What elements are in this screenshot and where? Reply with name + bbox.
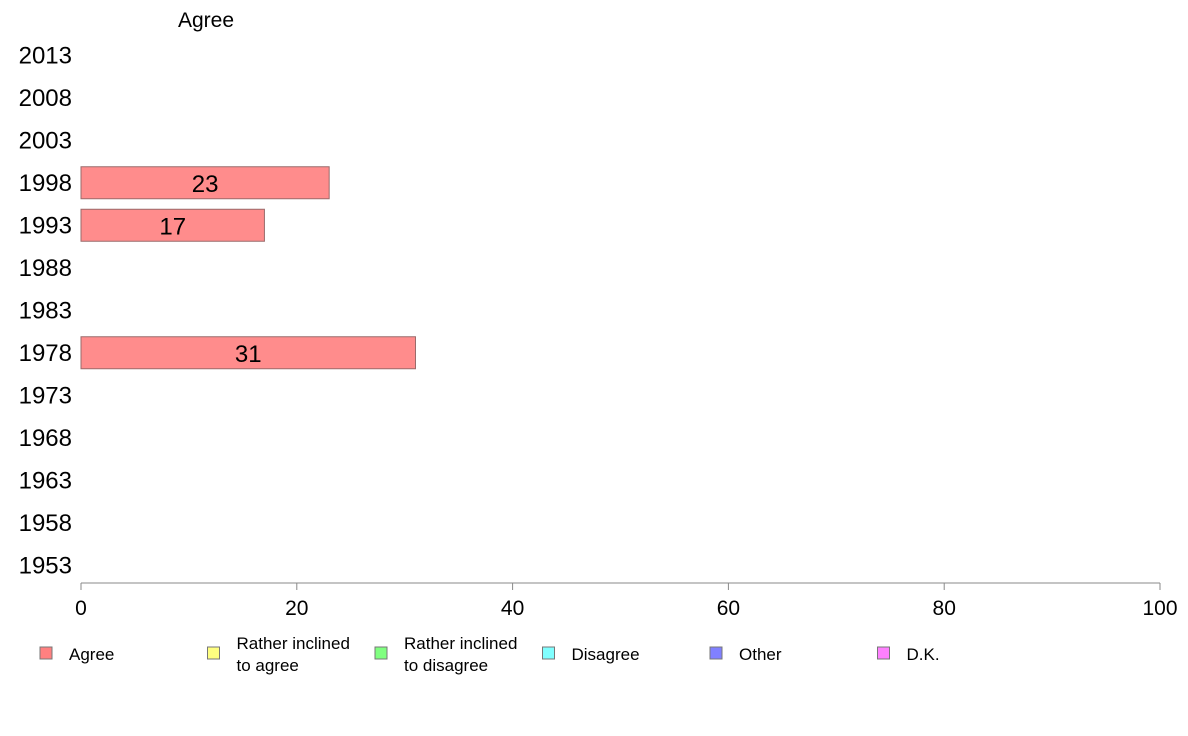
legend-label: D.K. xyxy=(907,645,940,664)
y-tick-label: 1953 xyxy=(19,552,72,579)
bar xyxy=(80,208,265,242)
legend: Agree Rather inclined to agree Rather incli… xyxy=(39,634,940,675)
legend-label: Other xyxy=(739,645,782,664)
y-tick-label: 2013 xyxy=(19,42,72,69)
y-tick-label: 2003 xyxy=(19,127,72,154)
x-tick-label: 40 xyxy=(501,597,524,620)
y-tick-label: 1983 xyxy=(19,297,72,324)
y-tick-label: 1993 xyxy=(19,212,72,239)
legend-swatch xyxy=(39,646,53,660)
y-tick-label: 1978 xyxy=(19,340,72,367)
bar-data-label: 17 xyxy=(159,213,186,240)
x-tick-label: 80 xyxy=(933,597,956,620)
legend-swatch xyxy=(207,646,220,660)
bar-data-label: 31 xyxy=(235,341,262,368)
legend-label: Rather inclined to agree xyxy=(237,634,350,675)
x-tick-label: 20 xyxy=(285,597,308,620)
y-tick-label: 2008 xyxy=(19,85,72,112)
legend-swatch xyxy=(374,646,388,660)
x-axis: 0 20 40 60 80 100 xyxy=(75,582,1178,620)
y-tick-label: 1958 xyxy=(19,510,72,537)
y-tick-label: 1998 xyxy=(19,170,72,197)
x-tick-label: 60 xyxy=(717,597,740,620)
x-tick-label: 0 xyxy=(75,597,87,620)
bar xyxy=(80,166,330,200)
legend-label: Agree xyxy=(69,645,114,664)
bar xyxy=(80,336,416,370)
y-tick-label: 1963 xyxy=(19,467,72,494)
y-axis-labels: 2013 2008 2003 1998 1993 1988 1983 1978 1973 1968… xyxy=(19,42,72,579)
legend-swatch xyxy=(709,646,723,660)
x-tick-label: 100 xyxy=(1142,597,1177,620)
legend-swatch xyxy=(877,646,890,660)
legend-swatch xyxy=(542,646,555,660)
y-tick-label: 1988 xyxy=(19,255,72,282)
legend-label: Disagree xyxy=(572,645,640,664)
bar-data-label: 23 xyxy=(192,171,219,198)
chart-title: Agree xyxy=(178,9,234,32)
y-tick-label: 1968 xyxy=(19,425,72,452)
y-tick-label: 1973 xyxy=(19,382,72,409)
legend-label: Rather inclined to disagree xyxy=(404,634,517,675)
